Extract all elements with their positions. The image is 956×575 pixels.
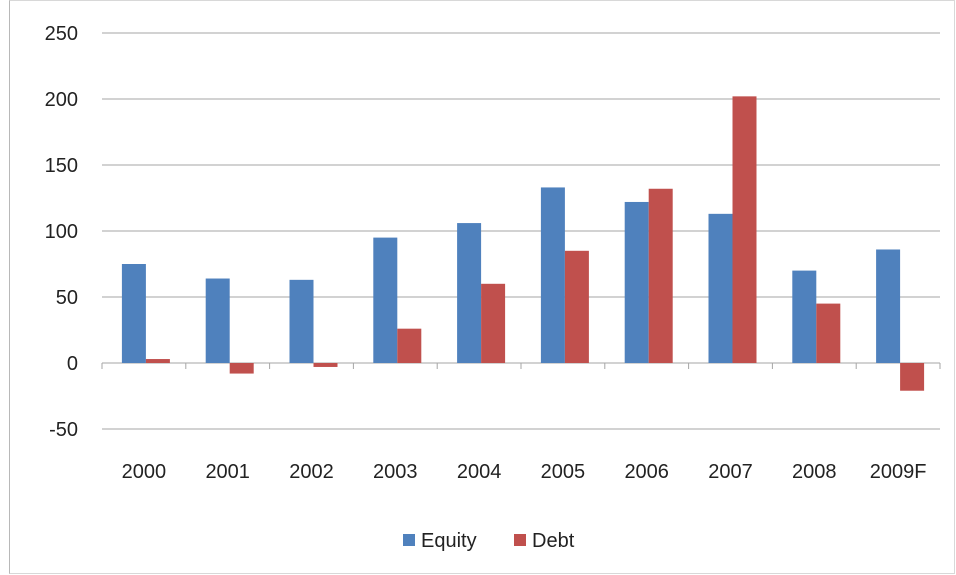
bar-debt-2009f bbox=[900, 363, 925, 391]
bar-debt-2000 bbox=[145, 359, 170, 363]
y-tick-label: 50 bbox=[56, 287, 78, 309]
bar-equity-2004 bbox=[457, 223, 482, 363]
x-tick-label: 2001 bbox=[205, 461, 250, 483]
bar-equity-2000 bbox=[121, 264, 146, 363]
bar-debt-2001 bbox=[229, 363, 254, 374]
y-tick-label: -50 bbox=[49, 419, 78, 441]
x-tick-label: 2007 bbox=[708, 461, 753, 483]
legend-swatch-equity bbox=[403, 534, 415, 546]
x-tick-label: 2009F bbox=[870, 461, 927, 483]
x-tick-label: 2005 bbox=[541, 461, 586, 483]
bar-debt-2002 bbox=[313, 363, 338, 367]
x-axis-tick-labels: 2000 2001 2002 2003 2004 2005 2006 2007 2008 2009… bbox=[122, 461, 927, 483]
x-tick-label: 2004 bbox=[457, 461, 502, 483]
bar-debt-2004 bbox=[481, 283, 506, 363]
bars bbox=[121, 96, 925, 391]
y-tick-label: 0 bbox=[67, 353, 78, 375]
bar-debt-2008 bbox=[816, 303, 841, 363]
y-tick-label: 250 bbox=[45, 23, 78, 45]
bar-debt-2006 bbox=[648, 188, 673, 363]
bar-equity-2007 bbox=[708, 213, 733, 363]
bar-equity-2001 bbox=[205, 278, 230, 363]
y-tick-label: 200 bbox=[45, 89, 78, 111]
x-tick-label: 2006 bbox=[624, 461, 669, 483]
bar-equity-2006 bbox=[624, 201, 649, 363]
bar-equity-2005 bbox=[540, 187, 565, 363]
legend-label-equity: Equity bbox=[421, 530, 477, 552]
legend-label-debt: Debt bbox=[532, 530, 575, 552]
y-tick-label: 150 bbox=[45, 155, 78, 177]
bar-equity-2008 bbox=[792, 270, 817, 363]
gridlines bbox=[101, 32, 941, 430]
bar-debt-2007 bbox=[732, 96, 757, 364]
y-tick-label: 100 bbox=[45, 221, 78, 243]
bar-equity-2009f bbox=[876, 249, 901, 363]
legend: Equity Debt bbox=[403, 530, 575, 552]
legend-swatch-debt bbox=[514, 534, 526, 546]
x-tick-label: 2003 bbox=[373, 461, 418, 483]
bar-debt-2005 bbox=[564, 250, 589, 363]
x-tick-label: 2000 bbox=[122, 461, 167, 483]
bar-debt-2003 bbox=[397, 328, 422, 363]
x-tick-label: 2008 bbox=[792, 461, 837, 483]
bar-equity-2002 bbox=[289, 279, 314, 363]
y-axis-tick-labels: -50 0 50 100 150 200 250 bbox=[45, 23, 78, 441]
bar-equity-2003 bbox=[373, 237, 398, 363]
x-tick-label: 2002 bbox=[289, 461, 334, 483]
